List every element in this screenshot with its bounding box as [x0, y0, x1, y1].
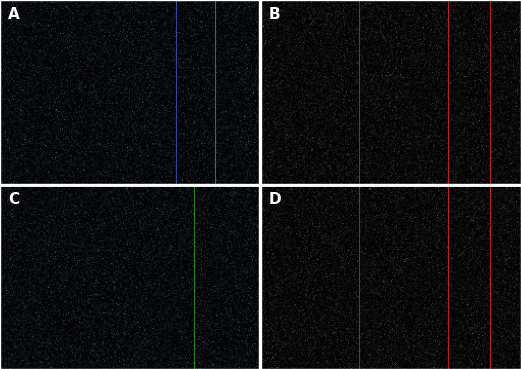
Text: D: D — [268, 192, 281, 207]
Text: A: A — [8, 7, 19, 23]
Text: C: C — [8, 192, 19, 207]
Text: B: B — [268, 7, 280, 23]
